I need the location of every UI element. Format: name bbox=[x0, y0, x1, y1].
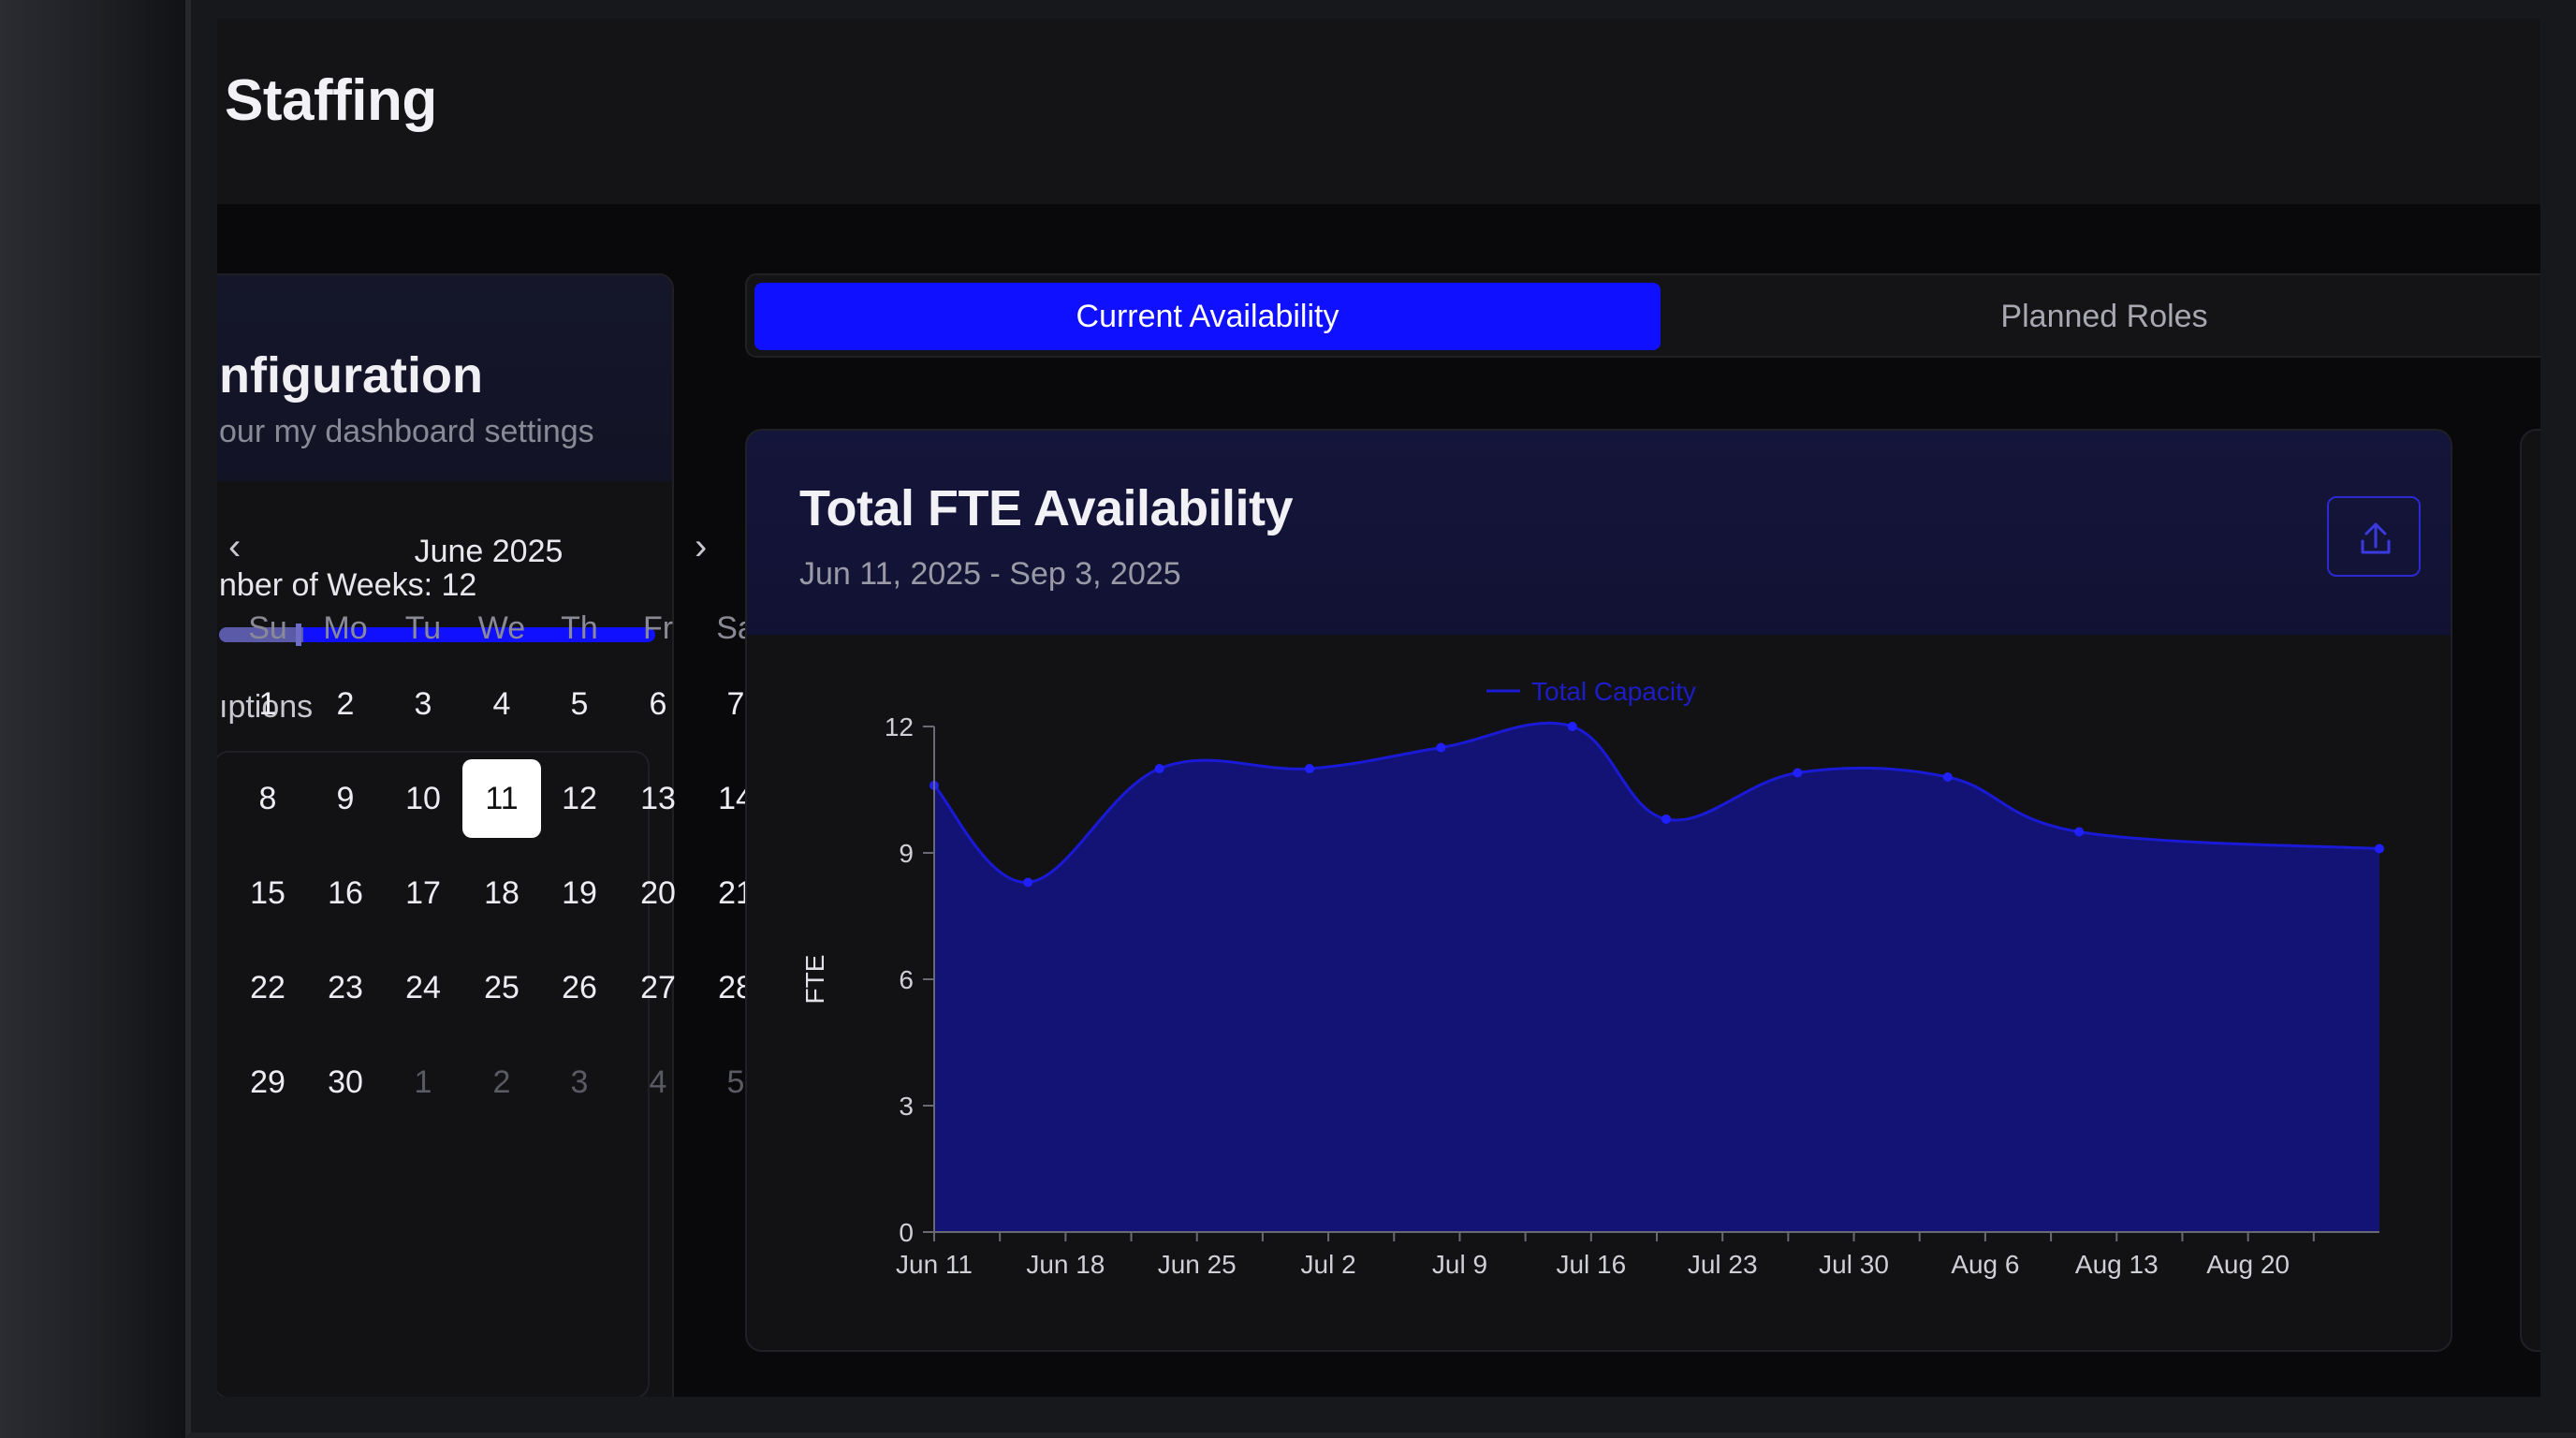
weekday-label: Th bbox=[561, 610, 598, 646]
calendar-day[interactable]: 5 bbox=[726, 1064, 745, 1100]
y-tick-label: 12 bbox=[885, 712, 914, 741]
x-tick-label: Jun 25 bbox=[1158, 1250, 1237, 1279]
slider-thumb[interactable] bbox=[296, 624, 301, 646]
weekday-label: Fr bbox=[642, 610, 674, 646]
weekday-label: Su bbox=[248, 610, 287, 646]
x-tick-label: Jun 11 bbox=[896, 1250, 973, 1279]
calendar-day[interactable]: 1 bbox=[414, 1064, 432, 1100]
chart-card-header: Total FTE Availability Jun 11, 2025 - Se… bbox=[747, 431, 2451, 635]
y-tick-label: 3 bbox=[899, 1092, 914, 1121]
configuration-header: nfiguration our my dashboard settings bbox=[217, 275, 672, 481]
series-area-total-capacity bbox=[934, 723, 2379, 1232]
x-tick-label: Jul 16 bbox=[1556, 1250, 1626, 1279]
calendar-day[interactable]: 17 bbox=[405, 875, 441, 911]
data-point bbox=[1436, 742, 1446, 753]
calendar-day[interactable]: 7 bbox=[726, 686, 745, 722]
calendar-day[interactable]: 2 bbox=[336, 686, 355, 722]
weeks-label: nber of Weeks: 12 bbox=[219, 567, 477, 603]
weekday-label: Mo bbox=[323, 610, 368, 646]
export-button[interactable] bbox=[2327, 496, 2421, 577]
x-tick-label: Jul 2 bbox=[1301, 1250, 1356, 1279]
calendar-day[interactable]: 19 bbox=[562, 875, 597, 911]
x-tick-label: Aug 13 bbox=[2075, 1250, 2159, 1279]
x-tick-label: Jul 9 bbox=[1432, 1250, 1487, 1279]
calendar-day[interactable]: 15 bbox=[250, 875, 285, 911]
series-line-total-capacity bbox=[932, 721, 2380, 885]
configuration-title: nfiguration bbox=[219, 347, 483, 404]
x-tick-label: Aug 20 bbox=[2206, 1250, 2290, 1279]
calendar-day[interactable]: 9 bbox=[336, 781, 355, 816]
weekday-label: We bbox=[477, 610, 526, 646]
upload-icon bbox=[2361, 522, 2391, 554]
calendar-day[interactable]: 5 bbox=[570, 686, 589, 722]
calendar bbox=[217, 751, 650, 1397]
data-point bbox=[1305, 764, 1315, 773]
data-point bbox=[1567, 722, 1577, 731]
card-date-range: Jun 11, 2025 - Sep 3, 2025 bbox=[799, 556, 1181, 592]
calendar-day[interactable]: 22 bbox=[250, 970, 285, 1005]
calendar-day[interactable]: 4 bbox=[492, 686, 511, 722]
adjacent-card-edge bbox=[2520, 429, 2540, 1352]
slider-track bbox=[219, 627, 303, 642]
chevron-right-icon[interactable]: › bbox=[695, 526, 708, 567]
calendar-day[interactable]: 3 bbox=[414, 686, 432, 722]
y-tick-label: 0 bbox=[899, 1218, 914, 1247]
calendar-day[interactable]: 3 bbox=[570, 1064, 589, 1100]
data-point bbox=[2375, 844, 2384, 854]
calendar-day[interactable]: 2 bbox=[492, 1064, 511, 1100]
fte-area-chart: 0 3 6 9 12 Jun 11 Jun 18 Jun 25 Jul 2 Jul 9 Jul 16… bbox=[800, 677, 2384, 1279]
calendar-day[interactable]: 4 bbox=[649, 1064, 667, 1100]
calendar-day[interactable]: 30 bbox=[328, 1064, 363, 1100]
data-point bbox=[1154, 764, 1164, 773]
data-point bbox=[1942, 772, 1953, 782]
data-point bbox=[2074, 827, 2085, 837]
y-tick-label: 9 bbox=[899, 839, 914, 868]
options-label: ıptions bbox=[219, 689, 314, 725]
calendar-day[interactable]: 29 bbox=[250, 1064, 285, 1100]
tab-planned-roles[interactable]: Planned Roles bbox=[2000, 299, 2208, 334]
weeks-slider[interactable] bbox=[219, 624, 655, 646]
weekday-label: Tu bbox=[404, 610, 442, 646]
y-tick-label: 6 bbox=[899, 965, 914, 994]
tab-current-availability[interactable]: Current Availability bbox=[754, 283, 1661, 350]
configuration-subtitle: our my dashboard settings bbox=[219, 414, 594, 449]
calendar-day[interactable]: 20 bbox=[640, 875, 676, 911]
calendar-month-label: June 2025 bbox=[414, 534, 564, 569]
legend-label: Total Capacity bbox=[1531, 677, 1696, 706]
calendar-day[interactable]: 6 bbox=[649, 686, 667, 722]
calendar-day[interactable]: 25 bbox=[484, 970, 520, 1005]
fte-chart-card: Total FTE Availability Jun 11, 2025 - Se… bbox=[745, 429, 2452, 1352]
calendar-day[interactable]: 1 bbox=[258, 686, 277, 722]
calendar-day[interactable]: 24 bbox=[405, 970, 441, 1005]
calendar-day[interactable]: 12 bbox=[562, 781, 597, 816]
calendar-day[interactable]: 26 bbox=[562, 970, 597, 1005]
x-tick-label: Jul 23 bbox=[1688, 1250, 1758, 1279]
card-title: Total FTE Availability bbox=[799, 480, 1294, 536]
calendar-day[interactable]: 8 bbox=[258, 781, 277, 816]
configuration-panel: nfiguration our my dashboard settings nb… bbox=[217, 273, 674, 1397]
x-tick-label: Jun 18 bbox=[1026, 1250, 1105, 1279]
calendar-day[interactable]: 27 bbox=[640, 970, 676, 1005]
data-point bbox=[1661, 814, 1672, 824]
calendar-day[interactable]: 16 bbox=[328, 875, 363, 911]
calendar-day[interactable]: 13 bbox=[640, 781, 676, 816]
top-bar: Staffing bbox=[217, 19, 2540, 204]
data-point bbox=[1023, 877, 1033, 888]
calendar-day[interactable]: 11 bbox=[462, 759, 541, 838]
app-title: Staffing bbox=[225, 68, 437, 133]
calendar-day[interactable]: 10 bbox=[405, 781, 441, 816]
view-tabs: Current Availability Planned Roles bbox=[745, 273, 2540, 358]
x-tick-label: Jul 30 bbox=[1819, 1250, 1889, 1279]
chevron-left-icon[interactable]: ‹ bbox=[228, 526, 242, 567]
y-axis-label: FTE bbox=[800, 955, 829, 1005]
calendar-day[interactable]: 23 bbox=[328, 970, 363, 1005]
calendar-day[interactable]: 18 bbox=[484, 875, 520, 911]
data-point bbox=[1793, 768, 1803, 778]
x-tick-label: Aug 6 bbox=[1951, 1250, 2019, 1279]
app-screen: Staffing nfiguration our my dashboard se… bbox=[217, 19, 2540, 1397]
